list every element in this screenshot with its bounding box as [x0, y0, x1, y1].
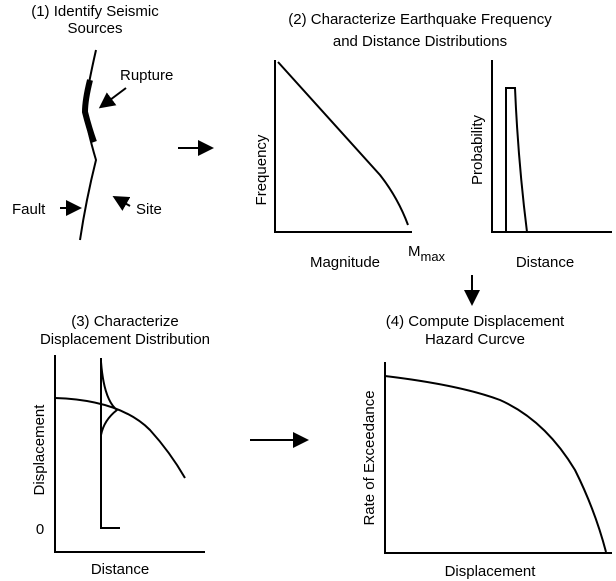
y-label: Rate of Exceedance: [361, 390, 378, 525]
panel-title: (4) Compute Displacement: [386, 313, 565, 330]
arrow: [98, 87, 127, 109]
arrow: [112, 196, 131, 211]
panel-title: and Distance Distributions: [333, 33, 507, 50]
hazard-curve: [384, 375, 607, 553]
panel-title: (3) Characterize: [71, 313, 179, 330]
axes: [274, 60, 412, 233]
x-label: Distance: [91, 561, 149, 578]
y-label: Probability: [469, 114, 486, 185]
panel-title: Hazard Curcve: [425, 331, 525, 348]
x-end-label: Mmax: [408, 243, 446, 264]
distribution-axis: [100, 358, 120, 529]
curve: [277, 61, 409, 226]
y-origin: 0: [36, 521, 44, 538]
x-end: M: [408, 243, 421, 260]
label: Fault: [12, 201, 46, 218]
panel-title: (2) Characterize Earthquake Frequency: [288, 11, 552, 28]
axes: [491, 60, 612, 233]
axes: [384, 362, 612, 554]
curve: [54, 397, 186, 479]
fault-line: [79, 49, 98, 241]
label: Site: [136, 201, 162, 218]
axes: [54, 355, 205, 553]
x-end-sub: max: [421, 249, 446, 264]
y-label: Frequency: [253, 134, 270, 205]
curve: [505, 87, 528, 233]
panel-title: Sources: [67, 20, 122, 37]
y-label: Displacement: [31, 404, 48, 496]
panel-title: (1) Identify Seismic: [31, 3, 159, 20]
x-label: Distance: [516, 254, 574, 271]
rupture: [81, 79, 97, 144]
label: Rupture: [120, 67, 173, 84]
panel-title: Displacement Distribution: [40, 331, 210, 348]
distribution: [100, 361, 119, 436]
x-label: Displacement: [445, 563, 537, 580]
x-label: Magnitude: [310, 254, 380, 271]
